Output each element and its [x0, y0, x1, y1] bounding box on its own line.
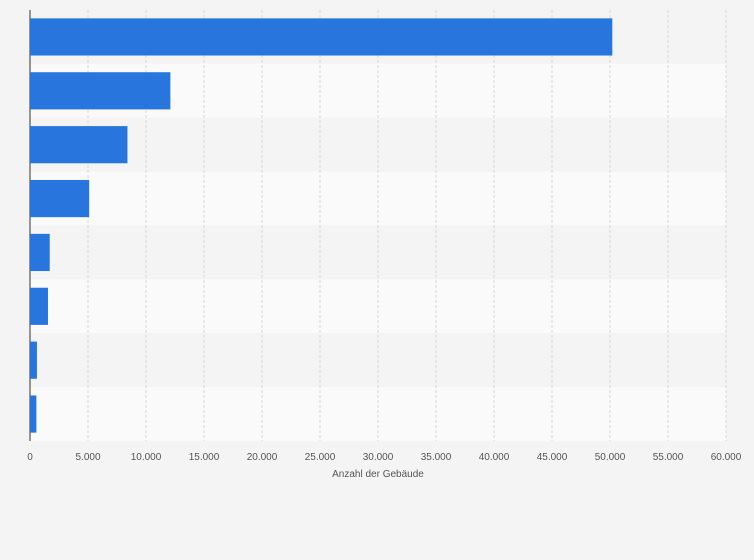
- x-tick-label: 15.000: [189, 452, 220, 463]
- x-tick-label: 35.000: [421, 452, 452, 463]
- x-tick-label: 40.000: [479, 452, 510, 463]
- x-tick-label: 10.000: [131, 452, 162, 463]
- bar[interactable]: [30, 126, 128, 164]
- bar[interactable]: [30, 395, 37, 433]
- x-tick-label: 55.000: [653, 452, 684, 463]
- x-tick-label: 0: [27, 452, 33, 463]
- bar[interactable]: [30, 72, 171, 110]
- x-axis-title: Anzahl der Gebäude: [332, 469, 424, 480]
- x-tick-label: 50.000: [595, 452, 626, 463]
- x-tick-label: 30.000: [363, 452, 394, 463]
- bar[interactable]: [30, 287, 48, 325]
- x-tick-label: 25.000: [305, 452, 336, 463]
- x-tick-label: 60.000: [711, 452, 742, 463]
- x-tick-label: 20.000: [247, 452, 278, 463]
- x-tick-label: 5.000: [75, 452, 100, 463]
- bar[interactable]: [30, 341, 37, 379]
- bar[interactable]: [30, 233, 50, 272]
- bar[interactable]: [30, 18, 613, 56]
- bar[interactable]: [30, 179, 90, 218]
- x-tick-label: 45.000: [537, 452, 568, 463]
